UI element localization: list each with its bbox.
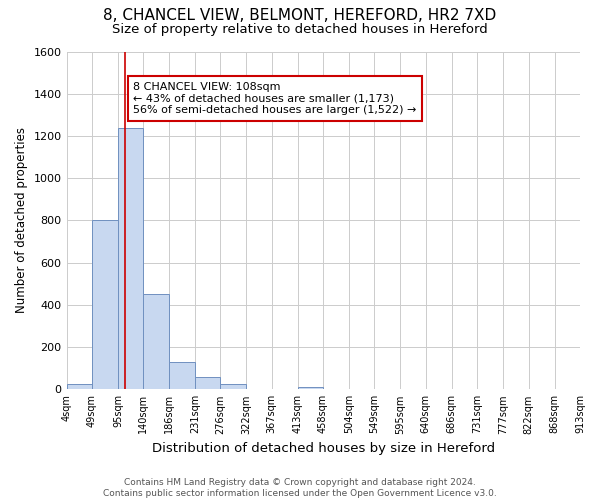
Bar xyxy=(118,128,143,390)
Bar xyxy=(169,362,195,390)
Bar xyxy=(143,294,169,390)
Y-axis label: Number of detached properties: Number of detached properties xyxy=(15,128,28,314)
Bar xyxy=(195,376,220,390)
Bar xyxy=(67,384,92,390)
Text: Size of property relative to detached houses in Hereford: Size of property relative to detached ho… xyxy=(112,22,488,36)
X-axis label: Distribution of detached houses by size in Hereford: Distribution of detached houses by size … xyxy=(152,442,495,455)
Text: Contains HM Land Registry data © Crown copyright and database right 2024.
Contai: Contains HM Land Registry data © Crown c… xyxy=(103,478,497,498)
Bar xyxy=(220,384,246,390)
Text: 8 CHANCEL VIEW: 108sqm
← 43% of detached houses are smaller (1,173)
56% of semi-: 8 CHANCEL VIEW: 108sqm ← 43% of detached… xyxy=(133,82,416,115)
Bar xyxy=(92,220,118,390)
Text: 8, CHANCEL VIEW, BELMONT, HEREFORD, HR2 7XD: 8, CHANCEL VIEW, BELMONT, HEREFORD, HR2 … xyxy=(103,8,497,22)
Bar xyxy=(298,387,323,390)
